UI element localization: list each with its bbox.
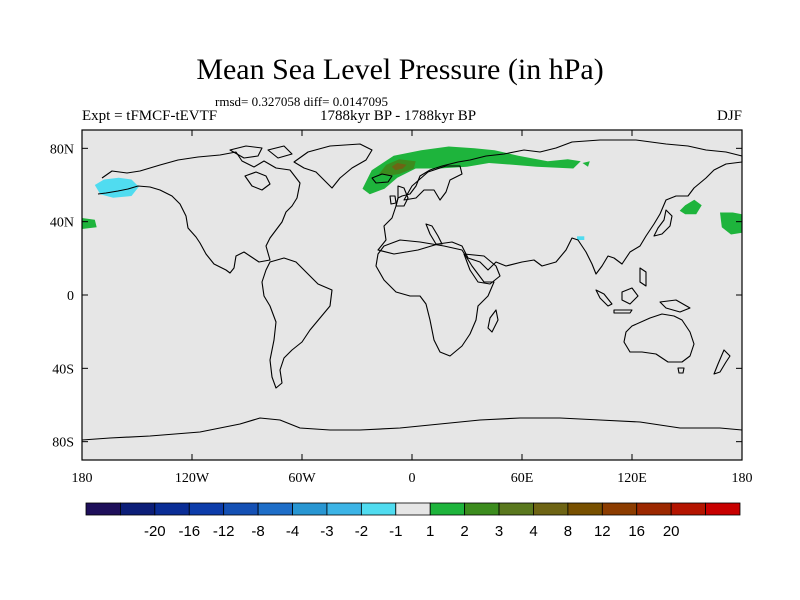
anomaly-north-atlantic: [362, 146, 581, 195]
colorbar-swatch: [360, 502, 397, 516]
lon-tick-label: 60W: [288, 471, 316, 486]
coast-arabia: [463, 253, 501, 285]
coast-sumatra: [595, 289, 613, 307]
colorbar-label: -12: [213, 523, 235, 540]
colorbar-swatch: [326, 502, 362, 516]
colorbar-swatch: [705, 502, 741, 516]
colorbar-label: -20: [144, 523, 166, 540]
lon-tick-label: 60E: [511, 471, 534, 486]
colorbar-swatch: [429, 502, 466, 516]
map-background: [82, 130, 742, 460]
latitude-axis: 80N 40N 0 40S 80S: [50, 142, 742, 451]
colorbar-swatch: [120, 502, 156, 516]
experiment-label: Expt = tFMCF-tEVTF: [82, 108, 218, 124]
coast-iceland: [371, 173, 393, 184]
coast-madagascar: [487, 309, 499, 333]
coast-new-zealand: [713, 349, 731, 375]
coast-greenland: [293, 143, 373, 189]
colorbar-swatch: [670, 502, 706, 516]
coast-borneo: [621, 287, 639, 305]
coast-arctic-islands: [229, 145, 293, 159]
colorbar-swatch: [85, 502, 121, 516]
colorbar-label: 8: [564, 523, 572, 540]
subtitle-row: Expt = tFMCF-tEVTF 1788kyr BP - 1788kyr …: [82, 108, 742, 128]
coast-britain: [389, 185, 409, 207]
colorbar-label: -4: [286, 523, 299, 540]
lon-tick-label: 180: [732, 471, 753, 486]
colorbar-label: -1: [389, 523, 402, 540]
coastlines: [81, 139, 743, 441]
anomaly-tibet: [577, 236, 585, 240]
colorbar-swatch: [223, 502, 259, 516]
colorbar-label: 12: [594, 523, 611, 540]
plot-title: Mean Sea Level Pressure (in hPa): [196, 53, 604, 86]
lat-tick-label: 80S: [52, 436, 74, 451]
period-label: 1788kyr BP - 1788kyr BP: [320, 108, 477, 124]
lat-tick-label: 40N: [50, 216, 74, 231]
coast-hudson-bay: [244, 171, 271, 191]
anomaly-east-pacific: [82, 218, 97, 229]
coast-antarctica: [81, 417, 743, 441]
colorbar-label: 20: [663, 523, 680, 540]
colorbar-label: 2: [460, 523, 468, 540]
colorbar-label: -16: [178, 523, 200, 540]
colorbar: -20 -16 -12 -8 -4 -3 -2 -1 1 2 3 4 8 12 16 20: [85, 502, 741, 540]
colorbar-label: -8: [251, 523, 264, 540]
lat-tick-label: 80N: [50, 142, 74, 157]
colorbar-swatch: [601, 502, 638, 516]
colorbar-label: -3: [320, 523, 333, 540]
anomaly-arctic-east: [582, 161, 590, 167]
coast-italy: [425, 223, 443, 245]
anomaly-west-pacific: [720, 212, 742, 235]
coast-north-america: [97, 151, 301, 274]
lat-tick-label: 40S: [52, 362, 74, 377]
coast-south-america: [261, 257, 333, 389]
colorbar-label: 16: [628, 523, 645, 540]
colorbar-swatch: [533, 502, 569, 516]
coast-tasmania: [677, 367, 685, 374]
colorbar-swatch: [464, 502, 500, 516]
coast-japan: [653, 209, 673, 237]
lon-tick-label: 0: [409, 471, 416, 486]
colorbar-swatch: [188, 502, 225, 516]
coast-java: [613, 309, 633, 314]
anomaly-layer: [82, 146, 742, 240]
anomaly-norwegian-sea: [391, 163, 407, 171]
anomaly-kurils: [679, 199, 702, 215]
stats-text: rmsd= 0.327058 diff= 0.0147095: [215, 94, 388, 109]
lon-tick-label: 120E: [617, 471, 647, 486]
colorbar-swatch: [154, 502, 190, 516]
colorbar-label: 1: [426, 523, 434, 540]
coast-scandinavia: [403, 165, 463, 201]
lon-tick-label: 180: [72, 471, 93, 486]
lat-tick-label: 0: [67, 289, 74, 304]
coast-philippines: [639, 267, 647, 287]
colorbar-swatch: [498, 502, 534, 516]
colorbar-label: 4: [529, 523, 537, 540]
coast-africa: [375, 239, 495, 357]
longitude-axis: 180 120W 60W 0 60E 120E 180: [72, 130, 753, 486]
colorbar-label: 3: [495, 523, 503, 540]
coast-australia: [623, 313, 695, 363]
colorbar-swatch: [567, 502, 603, 516]
colorbar-swatch: [636, 502, 672, 516]
season-label: DJF: [716, 108, 742, 124]
lon-tick-label: 120W: [175, 471, 210, 486]
colorbar-swatch: [395, 502, 431, 516]
coast-new-guinea: [659, 299, 691, 313]
colorbar-label: -2: [355, 523, 368, 540]
colorbar-swatch: [292, 502, 328, 516]
colorbar-swatch: [257, 502, 293, 516]
